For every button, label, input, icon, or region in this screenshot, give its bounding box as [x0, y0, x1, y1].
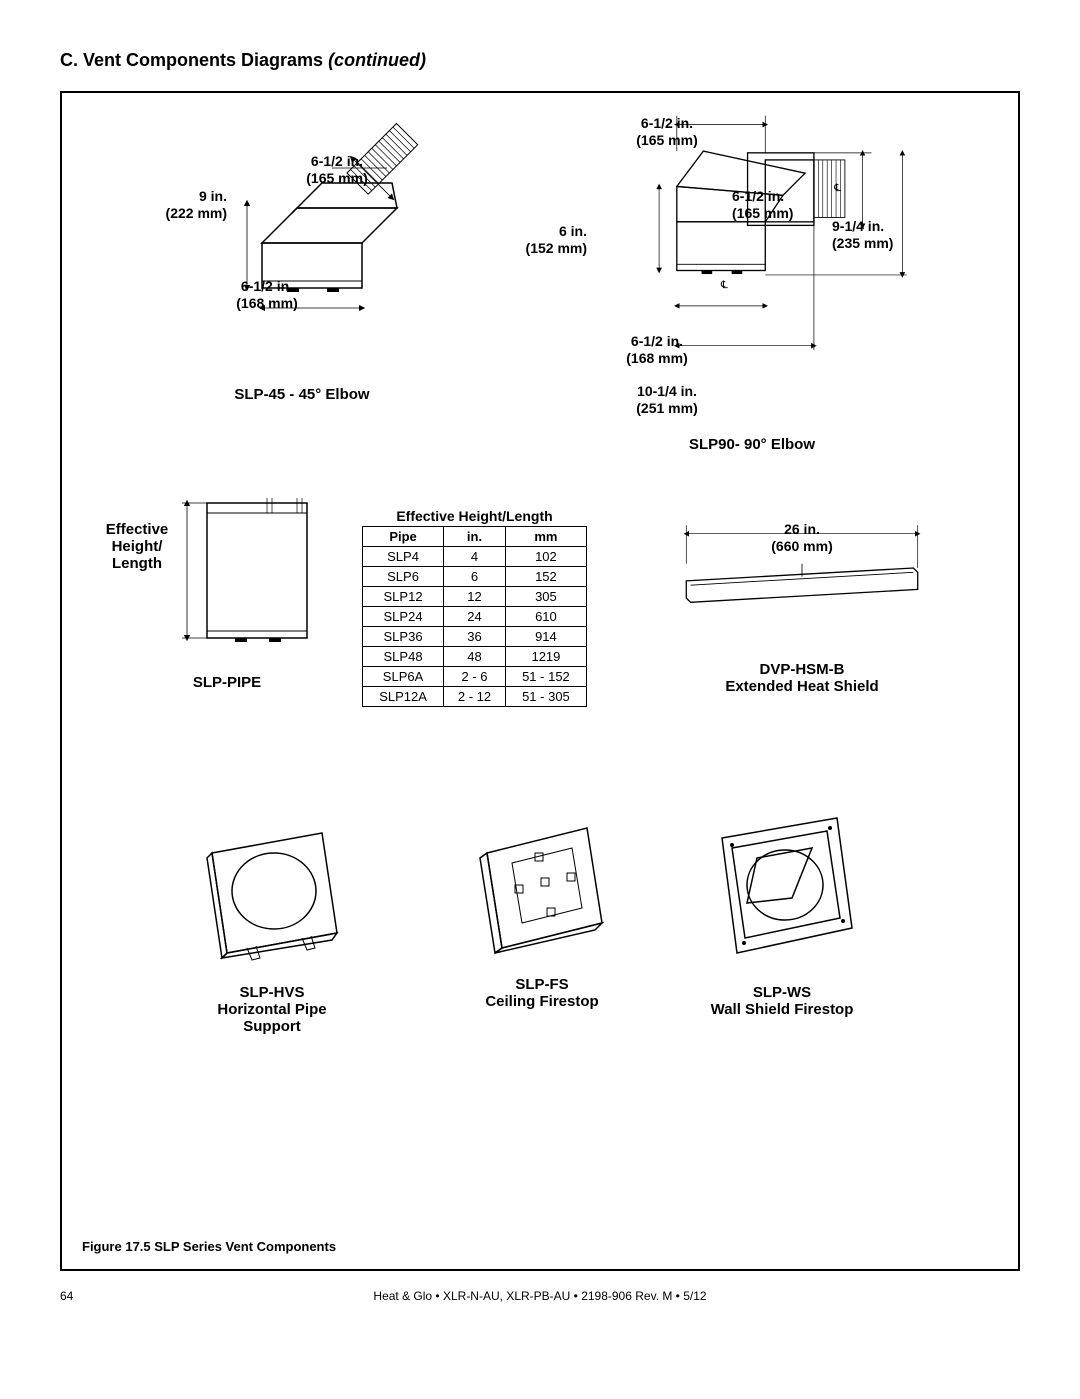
slpfs-caption1: SLP-FS [442, 976, 642, 993]
table-cell: 102 [505, 547, 586, 567]
table-cell: SLP12 [363, 587, 444, 607]
slppipe-caption: SLP-PIPE [102, 674, 352, 691]
table-row: SLP44102 [363, 547, 587, 567]
slphvs-caption3: Support [162, 1018, 382, 1035]
slp45-dim-top: 6-1/2 in. (165 mm) [292, 153, 382, 187]
slp90-dim-bot1: 6-1/2 in. (168 mm) [607, 333, 707, 367]
table-cell: 1219 [505, 647, 586, 667]
table-cell: 51 - 152 [505, 667, 586, 687]
slppipe-svg [137, 483, 317, 663]
slp90-dim-top: 6-1/2 in. (165 mm) [617, 115, 717, 149]
slpws-svg [697, 803, 867, 973]
table-cell: 305 [505, 587, 586, 607]
table-row: SLP12A2 - 1251 - 305 [363, 687, 587, 707]
table-cell: 12 [444, 587, 506, 607]
table-row: SLP3636914 [363, 627, 587, 647]
slpfs-caption2: Ceiling Firestop [442, 993, 642, 1010]
svg-text:℄: ℄ [833, 182, 841, 194]
th-mm: mm [505, 527, 586, 547]
th-pipe: Pipe [363, 527, 444, 547]
table-cell: 914 [505, 627, 586, 647]
section-heading-text: C. Vent Components Diagrams [60, 50, 328, 70]
hsm-caption2: Extended Heat Shield [642, 678, 962, 695]
slp90-caption: SLP90- 90° Elbow [542, 436, 962, 453]
slpws-caption1: SLP-WS [672, 984, 892, 1001]
footer-text: Heat & Glo • XLR-N-AU, XLR-PB-AU • 2198-… [373, 1289, 706, 1303]
table-cell: 2 - 12 [444, 687, 506, 707]
section-heading-italic: (continued) [328, 50, 426, 70]
slphvs-svg [192, 813, 352, 973]
slpws-caption2: Wall Shield Firestop [672, 1001, 892, 1018]
hsm-caption1: DVP-HSM-B [642, 661, 962, 678]
table-cell: 152 [505, 567, 586, 587]
slp90-dim-bot2: 10-1/4 in. (251 mm) [607, 383, 727, 417]
table-cell: SLP6 [363, 567, 444, 587]
slppipe-diagram: SLP-PIPE [102, 483, 352, 691]
eff-table-caption: Effective Height/Length [362, 508, 587, 524]
table-cell: SLP12A [363, 687, 444, 707]
table-row: SLP48481219 [363, 647, 587, 667]
slphvs-diagram: SLP-HVS Horizontal Pipe Support [162, 813, 382, 1035]
effective-height-table: Effective Height/Length Pipe in. mm SLP4… [362, 508, 587, 707]
table-row: SLP2424610 [363, 607, 587, 627]
section-heading: C. Vent Components Diagrams (continued) [60, 50, 1020, 71]
hsm-dim: 26 in. (660 mm) [742, 521, 862, 555]
eff-table: Pipe in. mm SLP44102SLP66152SLP1212305SL… [362, 526, 587, 707]
table-header-row: Pipe in. mm [363, 527, 587, 547]
table-cell: 6 [444, 567, 506, 587]
figure-caption: Figure 17.5 SLP Series Vent Components [82, 1239, 336, 1254]
slp45-dim-left: 9 in. (222 mm) [157, 188, 227, 222]
slp45-caption: SLP-45 - 45° Elbow [162, 386, 442, 403]
page-number: 64 [60, 1289, 73, 1303]
table-cell: SLP48 [363, 647, 444, 667]
table-cell: SLP24 [363, 607, 444, 627]
slp45-dim-bottom: 6-1/2 in. (168 mm) [222, 278, 312, 312]
slphvs-caption1: SLP-HVS [162, 984, 382, 1001]
table-cell: 36 [444, 627, 506, 647]
table-cell: 48 [444, 647, 506, 667]
table-row: SLP1212305 [363, 587, 587, 607]
slp90-dim-right2: 9-1/4 in. (235 mm) [832, 218, 932, 252]
table-row: SLP6A2 - 651 - 152 [363, 667, 587, 687]
table-cell: SLP6A [363, 667, 444, 687]
slpfs-svg [467, 813, 617, 963]
diagram-frame: SLP-45 - 45° Elbow 6-1/2 in. (165 mm) 9 … [60, 91, 1020, 1271]
svg-text:℄: ℄ [720, 279, 728, 291]
th-in: in. [444, 527, 506, 547]
page-footer: 64 Heat & Glo • XLR-N-AU, XLR-PB-AU • 21… [60, 1289, 1020, 1303]
table-cell: 2 - 6 [444, 667, 506, 687]
slppipe-side-label: Effective Height/ Length [97, 521, 177, 572]
table-cell: 24 [444, 607, 506, 627]
table-cell: 610 [505, 607, 586, 627]
slp90-dim-left: 6 in. (152 mm) [507, 223, 587, 257]
slp90-diagram: ℄ ℄ SLP90- 90° Elbow [542, 98, 962, 453]
table-row: SLP66152 [363, 567, 587, 587]
table-cell: 51 - 305 [505, 687, 586, 707]
table-cell: SLP4 [363, 547, 444, 567]
slpfs-diagram: SLP-FS Ceiling Firestop [442, 813, 642, 1010]
slphvs-caption2: Horizontal Pipe [162, 1001, 382, 1018]
table-cell: 4 [444, 547, 506, 567]
slpws-diagram: SLP-WS Wall Shield Firestop [672, 803, 892, 1018]
slp90-dim-right1: 6-1/2 in. (165 mm) [732, 188, 832, 222]
table-cell: SLP36 [363, 627, 444, 647]
